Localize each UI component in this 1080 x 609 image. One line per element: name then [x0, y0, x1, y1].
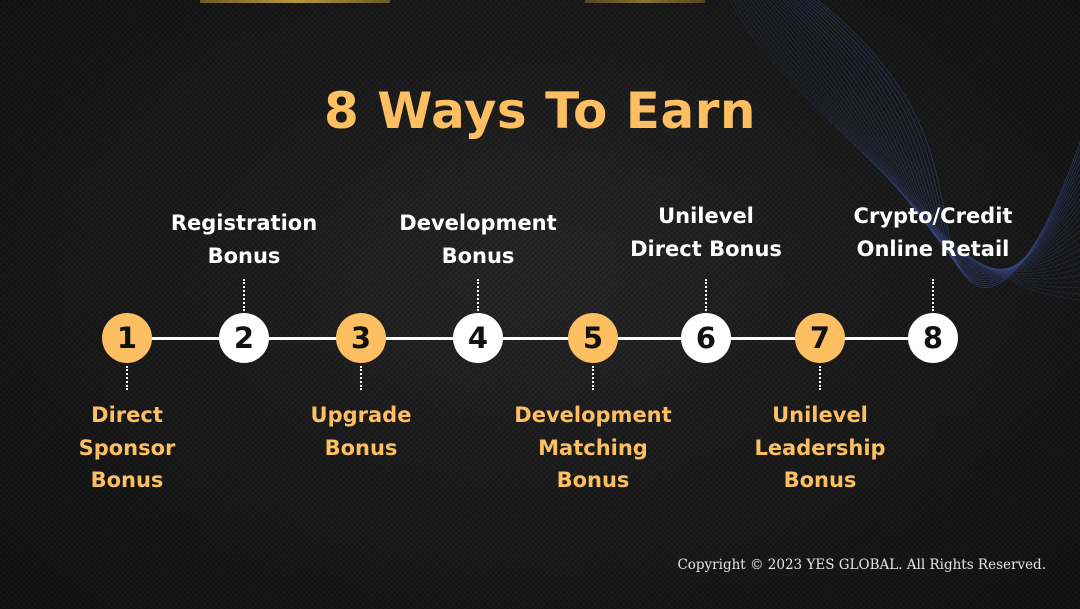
top-accent-strip: [200, 0, 390, 3]
step-dotted-connector: [932, 279, 934, 311]
step-label-line: Matching: [538, 435, 648, 460]
wave-line: [729, 0, 1080, 301]
wave-line: [796, 0, 1080, 278]
wave-line: [799, 0, 1080, 279]
wave-line: [792, 0, 1080, 276]
step-dotted-connector: [477, 279, 479, 311]
step-dotted-connector: [126, 366, 128, 390]
step-label-line: Unilevel: [658, 204, 754, 228]
step-label-2: Registration Bonus: [134, 207, 354, 272]
wave-line: [771, 0, 1080, 270]
wave-line: [806, 0, 1080, 283]
step-label-line: Bonus: [207, 243, 281, 268]
wave-line: [785, 0, 1080, 274]
copyright-notice: Copyright © 2023 YES GLOBAL. All Rights …: [677, 557, 1046, 573]
step-node-3: 3: [336, 313, 386, 363]
step-node-2: 2: [219, 313, 269, 363]
step-dotted-connector: [360, 366, 362, 390]
step-node-7: 7: [795, 313, 845, 363]
step-label-7: Unilevel Leadership Bonus: [710, 399, 930, 497]
step-label-line: Sponsor: [78, 435, 176, 460]
wave-line: [817, 0, 1080, 288]
step-label-line: Crypto/Credit: [853, 204, 1013, 228]
step-label-3: Upgrade Bonus: [251, 399, 471, 464]
step-label-line: Unilevel: [772, 403, 868, 427]
step-label-line: Direct: [91, 403, 163, 427]
step-dotted-connector: [592, 366, 594, 390]
step-node-1: 1: [102, 313, 152, 363]
step-label-line: Development: [514, 403, 672, 427]
step-label-line: Bonus: [441, 243, 515, 268]
step-label-4: Development Bonus: [368, 207, 588, 272]
step-label-line: Online Retail: [856, 236, 1010, 261]
step-label-8: Crypto/Credit Online Retail: [823, 200, 1043, 265]
wave-line: [803, 0, 1080, 281]
step-dotted-connector: [819, 366, 821, 390]
step-node-4: 4: [453, 313, 503, 363]
step-dotted-connector: [243, 279, 245, 311]
step-label-6: Unilevel Direct Bonus: [596, 200, 816, 265]
step-label-line: Bonus: [783, 468, 857, 492]
step-label-line: Direct Bonus: [630, 236, 782, 261]
wave-line: [813, 0, 1080, 286]
step-label-line: Upgrade: [310, 403, 412, 427]
step-dotted-connector: [705, 279, 707, 311]
step-node-6: 6: [681, 313, 731, 363]
step-label-line: Bonus: [324, 435, 398, 460]
wave-line: [740, 0, 1080, 284]
wave-line: [782, 0, 1080, 272]
step-node-5: 5: [568, 313, 618, 363]
step-label-line: Registration: [170, 211, 318, 235]
step-label-line: Bonus: [556, 468, 630, 492]
wave-line: [789, 0, 1080, 275]
wave-line: [768, 0, 1080, 270]
top-accent-strip: [585, 0, 705, 3]
wave-line: [775, 0, 1080, 271]
step-label-line: Leadership: [754, 435, 886, 460]
page-title: 8 Ways To Earn: [324, 82, 756, 140]
step-label-5: Development Matching Bonus: [483, 399, 703, 497]
step-label-line: Development: [399, 211, 557, 235]
step-label-1: Direct Sponsor Bonus: [17, 399, 237, 497]
step-node-8: 8: [908, 313, 958, 363]
timeline-connector: [127, 337, 933, 340]
step-label-line: Bonus: [90, 468, 164, 492]
